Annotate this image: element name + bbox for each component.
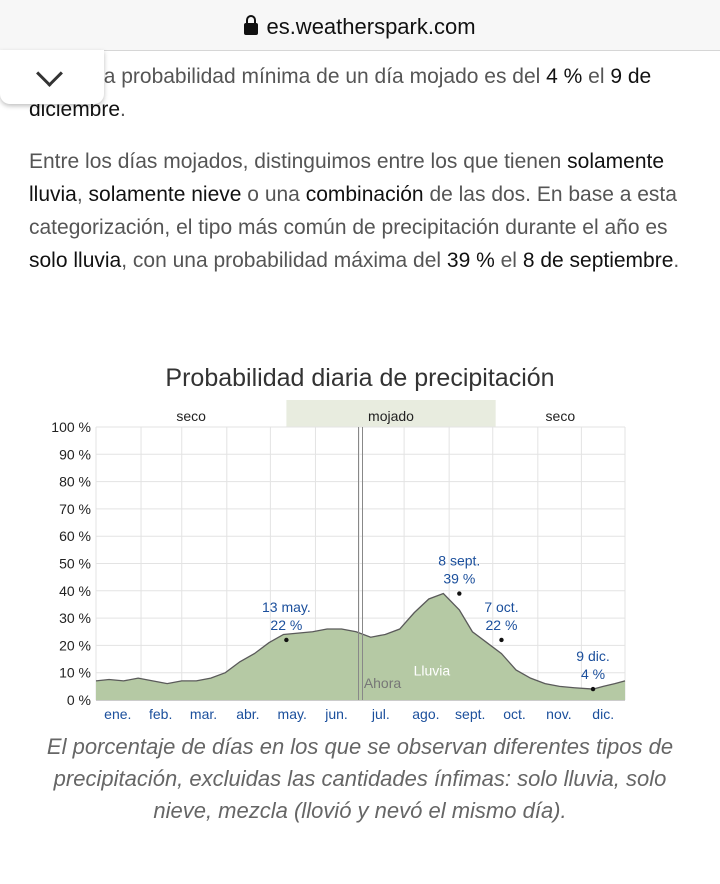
collapse-button[interactable] [0,50,104,104]
y-tick-label: 90 % [59,446,91,462]
series-line-lluvia [95,592,626,690]
x-tick-label: oct. [503,706,526,722]
url-display[interactable]: es.weatherspark.com [0,14,720,40]
chevron-down-icon [36,60,63,87]
x-tick-label: nov. [546,706,571,722]
band-label: seco [176,408,206,424]
x-tick-label: sept. [455,706,485,722]
x-tick-label: abr. [236,706,259,722]
x-tick-label: jun. [324,706,348,722]
annotation-point [499,637,504,643]
y-tick-label: 10 % [59,665,91,681]
annotation-point [284,637,289,643]
band-label: mojado [368,408,414,424]
annotation-date: 13 may. [262,599,311,615]
y-tick-label: 70 % [59,501,91,517]
chart-caption: El porcentaje de días en los que se obse… [46,734,674,823]
y-tick-label: 0 % [67,692,91,708]
y-tick-label: 30 % [59,610,91,626]
series-label: Lluvia [414,662,451,678]
band-label: seco [546,408,576,424]
x-tick-label: dic. [592,706,614,722]
annotation-point [457,591,462,596]
browser-url-bar[interactable]: es.weatherspark.com [0,0,720,51]
annotation-point [590,686,596,692]
band-wet [286,400,496,427]
status-bar [0,0,720,8]
annotation-date: 7 oct. [484,599,518,615]
y-tick-label: 50 % [59,556,91,572]
y-tick-label: 80 % [59,474,91,490]
x-tick-label: ago. [412,706,439,722]
lock-icon [244,15,259,35]
x-tick-label: ene. [104,706,131,722]
annotation-date: 9 dic. [576,648,609,664]
precipitation-chart: seco mojado seco 0 % 10 % 20 % 30 % 40 % 50 % 60 … [51,400,626,722]
y-tick-label: 40 % [59,583,91,599]
series-area-lluvia [96,593,625,700]
paragraph-precipitation-types: Entre los días mojados, distinguimos ent… [29,150,680,272]
annotation-value: 22 % [486,617,518,633]
x-tick-label: feb. [149,706,172,722]
now-label: Ahora [364,675,402,691]
annotation-value: 39 % [443,571,475,587]
y-tick-label: 20 % [59,637,91,653]
chart-title: Probabilidad diaria de precipitación [165,364,555,392]
x-tick-label: may. [278,706,307,722]
paragraph-wet-probability: mayo. La probabilidad mínima de un día m… [29,65,652,121]
y-tick-label: 60 % [59,528,91,544]
annotation-date: 8 sept. [438,553,480,569]
url-text: es.weatherspark.com [266,14,476,39]
x-tick-label: jul. [371,706,390,722]
annotation-value: 4 % [581,666,605,682]
x-tick-label: mar. [190,706,217,722]
y-tick-label: 100 % [51,419,91,435]
annotation-value: 22 % [270,617,302,633]
